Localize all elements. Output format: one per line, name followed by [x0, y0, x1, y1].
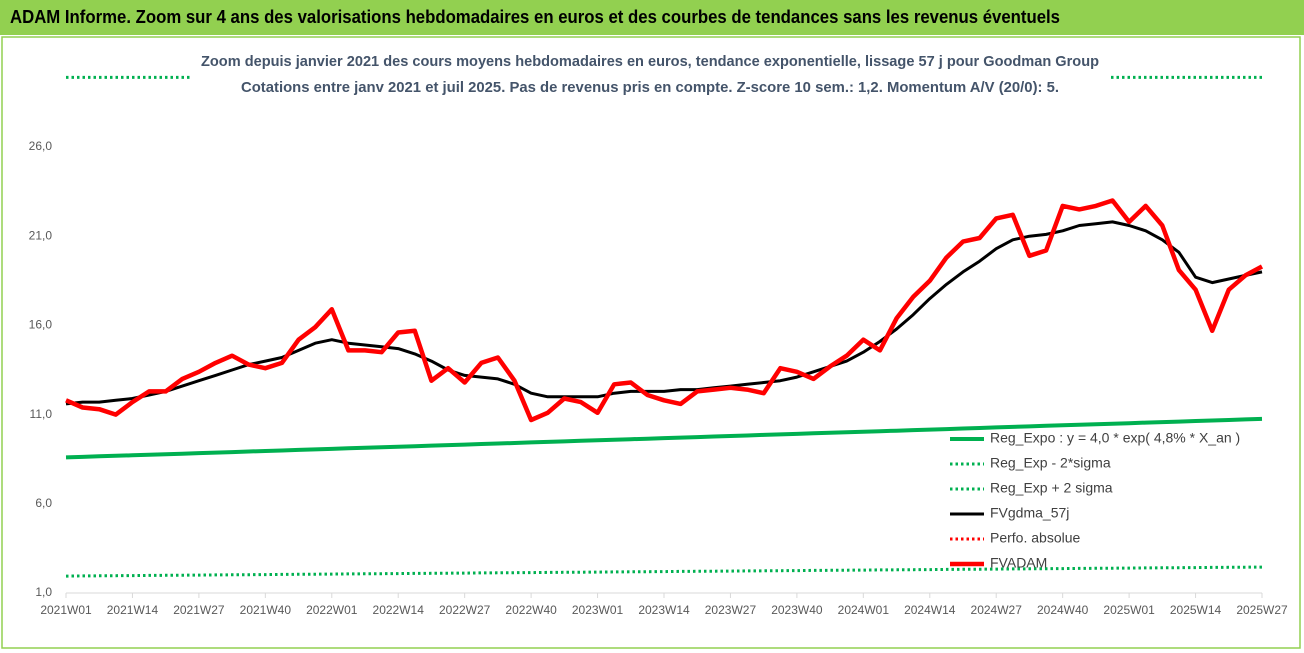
chart-title: Zoom depuis janvier 2021 des cours moyen… [201, 53, 1099, 70]
x-tick-label: 2024W40 [1037, 603, 1089, 617]
x-tick-label: 2022W40 [505, 603, 557, 617]
y-tick-label: 21,0 [29, 228, 53, 242]
y-tick-label: 16,0 [29, 318, 53, 332]
chart-subtitle: Cotations entre janv 2021 et juil 2025. … [241, 79, 1059, 96]
x-tick-label: 2021W14 [107, 603, 159, 617]
legend-label: FVgdma_57j [990, 505, 1069, 521]
x-tick-label: 2023W27 [705, 603, 757, 617]
legend-label: Reg_Expo : y = 4,0 * exp( 4,8% * X_an ) [990, 430, 1240, 446]
header-title: ADAM Informe. Zoom sur 4 ans des valoris… [10, 7, 1060, 27]
x-tick-label: 2024W01 [838, 603, 890, 617]
x-tick-label: 2021W40 [240, 603, 292, 617]
plot-area [65, 75, 1264, 578]
x-tick-label: 2022W01 [306, 603, 358, 617]
x-tick-label: 2022W14 [373, 603, 425, 617]
x-tick-label: 2025W01 [1103, 603, 1155, 617]
x-tick-label: 2024W27 [971, 603, 1023, 617]
series-line [65, 220, 1263, 406]
x-tick-label: 2022W27 [439, 603, 491, 617]
chart-frame [1, 36, 1301, 649]
x-tick-label: 2025W27 [1236, 603, 1288, 617]
header-bar [0, 0, 1304, 35]
legend-label: Perfo. absolue [990, 530, 1080, 546]
x-tick-label: 2023W01 [572, 603, 624, 617]
legend: Reg_Expo : y = 4,0 * exp( 4,8% * X_an ) R… [950, 430, 1240, 571]
y-tick-label: 6,0 [35, 496, 52, 510]
series-line [65, 416, 1263, 460]
x-tick-label: 2024W14 [904, 603, 956, 617]
x-tick-label: 2021W01 [40, 603, 92, 617]
title-background [192, 48, 1108, 102]
y-tick-label: 11,0 [30, 407, 53, 421]
x-tick-label: 2023W14 [638, 603, 690, 617]
x-tick-label: 2025W14 [1170, 603, 1222, 617]
legend-label: Reg_Exp - 2*sigma [990, 455, 1111, 471]
series-line [65, 565, 1263, 578]
y-tick-label: 26,0 [29, 139, 53, 153]
x-tick-label: 2021W27 [173, 603, 225, 617]
series-line [65, 198, 1264, 423]
legend-label: Reg_Exp + 2 sigma [990, 480, 1113, 496]
x-tick-label: 2023W40 [771, 603, 823, 617]
y-tick-label: 1,0 [35, 585, 52, 599]
legend-label: FVADAM [990, 555, 1047, 571]
